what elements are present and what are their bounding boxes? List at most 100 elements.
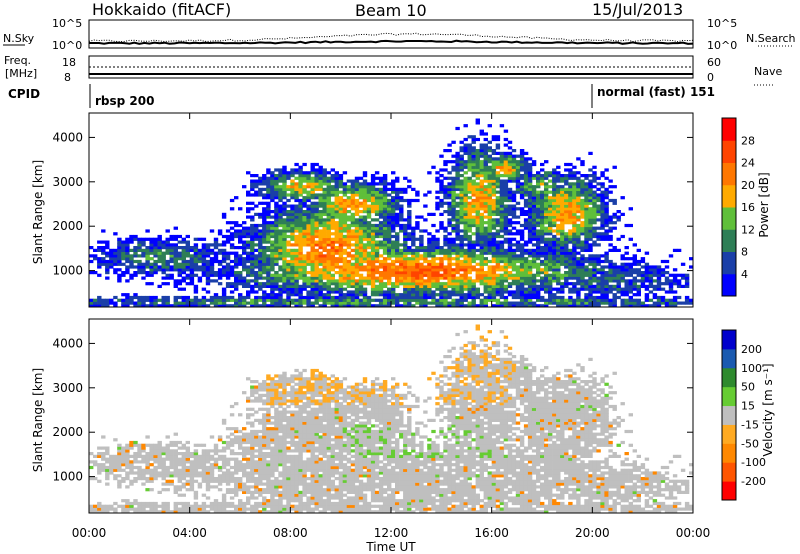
velocity-cell	[149, 504, 154, 508]
power-cell	[499, 284, 505, 288]
power-cell	[294, 257, 299, 261]
power-cell	[580, 301, 585, 305]
power-cell	[322, 257, 327, 261]
power-cell	[346, 204, 352, 208]
power-cell	[290, 271, 295, 275]
power-cell	[407, 201, 412, 205]
power-cell	[221, 301, 227, 305]
power-cell	[479, 179, 484, 183]
power-cell	[262, 215, 267, 219]
velocity-cell	[149, 471, 154, 475]
power-cell	[548, 215, 553, 219]
power-cell	[439, 284, 444, 288]
power-cell	[544, 248, 549, 252]
power-cell	[234, 257, 239, 261]
power-cell	[314, 301, 319, 305]
power-cell	[274, 248, 279, 252]
power-cell	[435, 196, 440, 200]
power-cell	[117, 240, 122, 244]
power-cell	[495, 234, 501, 239]
power-cell	[298, 221, 303, 225]
power-cell	[366, 193, 372, 197]
power-cell	[447, 223, 452, 228]
power-cell	[648, 265, 654, 269]
power-cell	[423, 295, 428, 300]
power-cell	[314, 201, 319, 205]
power-cell	[568, 210, 573, 214]
power-cell	[435, 282, 440, 286]
power-cell	[113, 268, 118, 272]
power-cell	[137, 248, 142, 252]
power-cell	[310, 284, 315, 288]
power-cell	[459, 140, 464, 144]
power-cell	[544, 185, 549, 189]
power-cell	[399, 257, 404, 261]
power-cell	[672, 273, 678, 277]
power-cell	[491, 259, 497, 264]
power-cell	[326, 218, 331, 222]
power-cell	[544, 259, 549, 264]
power-cell	[588, 243, 593, 247]
power-cell	[548, 273, 553, 277]
power-cell	[427, 240, 432, 244]
power-cell	[548, 279, 553, 283]
power-cell	[544, 212, 549, 216]
power-cell	[278, 196, 283, 200]
power-cell	[153, 243, 158, 247]
velocity-cell	[145, 479, 150, 483]
power-cell	[250, 234, 255, 239]
power-cell	[362, 298, 368, 302]
power-cell	[290, 179, 295, 183]
power-cell	[483, 154, 488, 158]
power-cell	[89, 301, 94, 305]
velocity-cell	[145, 454, 150, 458]
power-cell	[403, 223, 408, 228]
power-cell	[403, 232, 408, 236]
power-cell	[588, 218, 593, 222]
power-cell	[572, 265, 577, 269]
power-cell	[382, 295, 388, 300]
power-cell	[242, 279, 247, 283]
power-cell	[258, 259, 263, 264]
power-cell	[536, 240, 541, 244]
power-cell	[262, 290, 267, 294]
velocity-cell	[137, 465, 142, 470]
power-cell	[527, 259, 533, 264]
power-cell	[282, 204, 287, 208]
power-cell	[242, 304, 247, 308]
power-cell	[395, 295, 400, 300]
power-cell	[491, 171, 497, 175]
power-cell	[161, 276, 166, 280]
power-cell	[423, 229, 428, 233]
power-cell	[423, 268, 428, 272]
power-cell	[314, 215, 319, 219]
power-cell	[382, 193, 388, 197]
power-cell	[370, 185, 376, 189]
power-cell	[584, 190, 589, 194]
power-cell	[495, 212, 501, 216]
power-cell	[439, 226, 444, 230]
power-cell	[463, 137, 468, 142]
power-cell	[439, 187, 444, 191]
power-cell	[318, 284, 323, 288]
power-cell	[93, 248, 98, 252]
power-cell	[552, 218, 557, 222]
power-cell	[354, 237, 360, 241]
power-cell	[616, 218, 621, 222]
power-cell	[503, 240, 509, 244]
power-cell	[229, 273, 235, 277]
power-cell	[403, 187, 408, 191]
power-cell	[544, 279, 549, 283]
power-cell	[519, 273, 525, 277]
power-cell	[596, 304, 601, 308]
power-cell	[302, 176, 307, 180]
power-cell	[507, 246, 513, 250]
power-cell	[387, 234, 392, 239]
power-cell	[258, 223, 263, 228]
velocity-cell	[105, 482, 110, 486]
power-cell	[507, 196, 513, 200]
power-cell	[382, 293, 388, 297]
power-cell	[234, 304, 239, 308]
power-cell	[447, 246, 452, 250]
power-cell	[354, 207, 360, 211]
